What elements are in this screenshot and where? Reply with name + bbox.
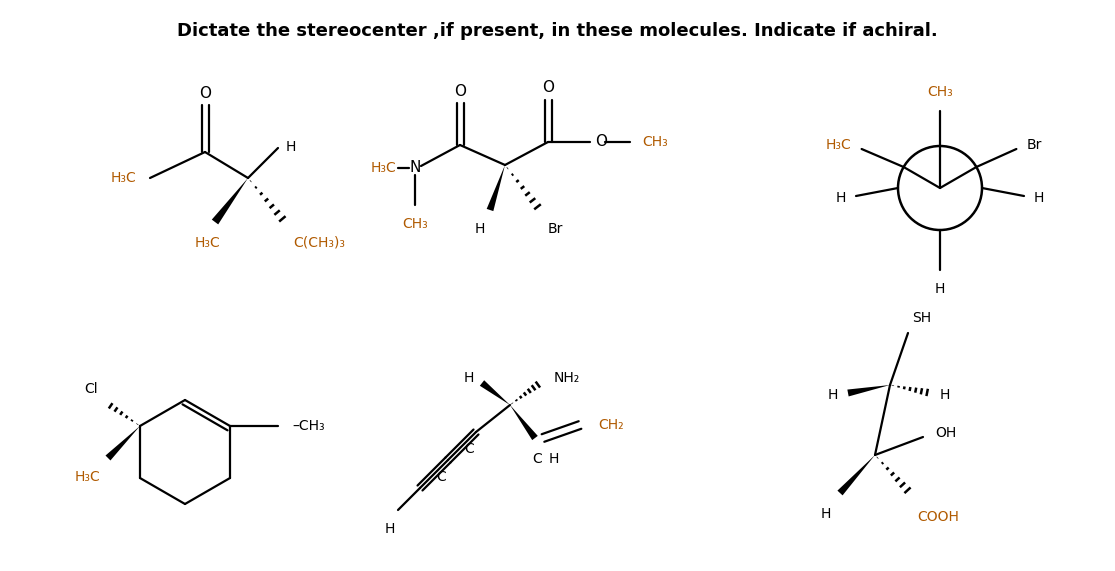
Text: Br: Br (547, 222, 563, 236)
Text: CH₃: CH₃ (642, 135, 668, 149)
Text: O: O (454, 83, 466, 99)
Text: C(CH₃)₃: C(CH₃)₃ (293, 236, 345, 250)
Text: Br: Br (1027, 138, 1041, 152)
Polygon shape (837, 455, 875, 496)
Text: H: H (835, 191, 846, 205)
Text: COOH: COOH (917, 510, 959, 524)
Polygon shape (479, 380, 510, 405)
Text: H: H (1034, 191, 1045, 205)
Text: H₃C: H₃C (194, 236, 220, 250)
Text: H₃C: H₃C (75, 470, 100, 484)
Text: NH₂: NH₂ (554, 371, 580, 385)
Polygon shape (847, 385, 890, 396)
Text: CH₃: CH₃ (928, 85, 953, 99)
Text: SH: SH (912, 311, 931, 325)
Text: CH₂: CH₂ (598, 418, 623, 432)
Text: H₃C: H₃C (110, 171, 136, 185)
Text: H: H (934, 282, 946, 296)
Text: N: N (409, 160, 420, 175)
Polygon shape (212, 178, 248, 224)
Text: H₃C: H₃C (370, 161, 396, 175)
Text: C: C (532, 452, 542, 466)
Text: H: H (940, 388, 950, 402)
Text: H: H (549, 452, 560, 466)
Text: H: H (475, 222, 485, 236)
Text: O: O (198, 86, 211, 100)
Text: CH₃: CH₃ (403, 217, 428, 231)
Text: H: H (287, 140, 297, 154)
Text: –CH₃: –CH₃ (292, 419, 324, 433)
Text: Cl: Cl (85, 382, 98, 396)
Text: C: C (436, 470, 446, 484)
Polygon shape (510, 405, 537, 440)
Text: O: O (595, 135, 607, 150)
Text: H: H (464, 371, 474, 385)
Text: O: O (542, 81, 554, 95)
Polygon shape (486, 165, 505, 211)
Text: H: H (821, 507, 831, 521)
Text: C: C (464, 442, 474, 456)
Text: H₃C: H₃C (826, 138, 852, 152)
Text: H: H (385, 522, 395, 536)
Polygon shape (106, 426, 140, 460)
Text: H: H (827, 388, 838, 402)
Text: OH: OH (935, 426, 957, 440)
Text: Dictate the stereocenter ,if present, in these molecules. Indicate if achiral.: Dictate the stereocenter ,if present, in… (176, 22, 938, 40)
